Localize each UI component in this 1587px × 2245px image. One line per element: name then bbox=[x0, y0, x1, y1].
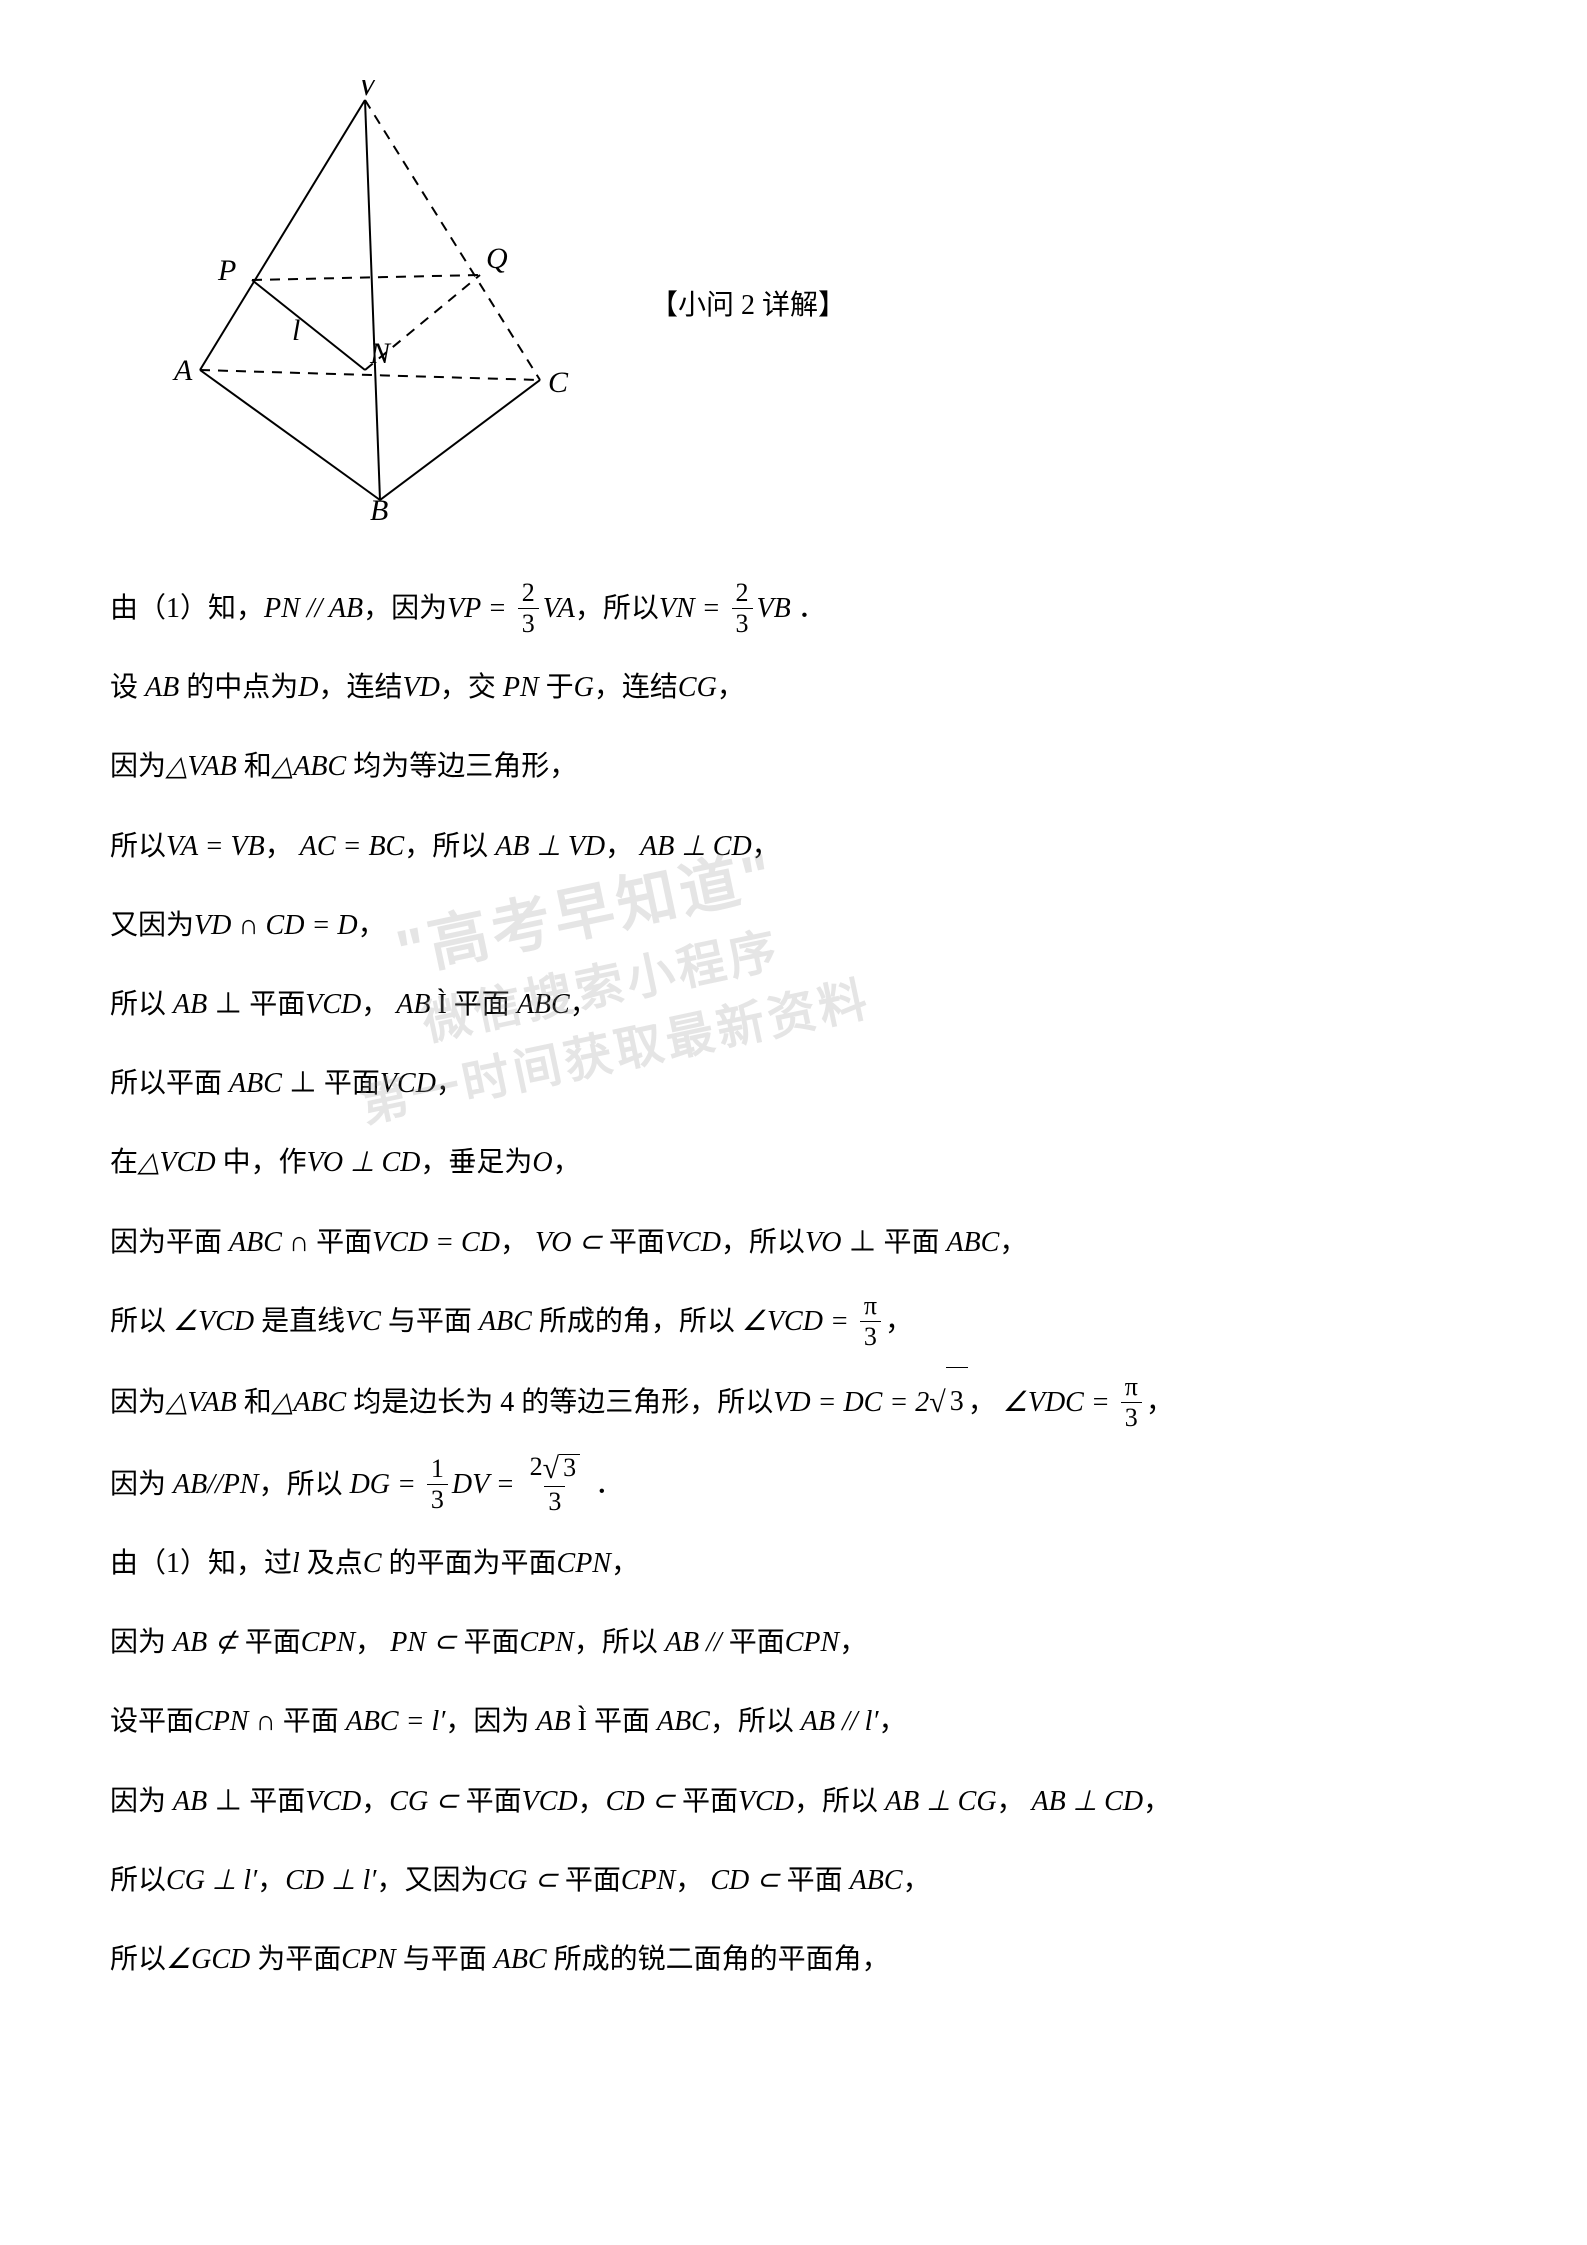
text-line: 因为△VAB 和 △ABC 均是边长为 4 的等边三角形，所以VD = DC =… bbox=[110, 1367, 1477, 1439]
text-line: 所以平面 ABC ⊥ 平面 VCD， bbox=[110, 1050, 1477, 1117]
text-line: 因为平面 ABC ∩ 平面 VCD = CD， VO ⊂ 平面VCD，所以 VO… bbox=[110, 1209, 1477, 1276]
text-line: 因为 AB//PN，所以 DG = 13 DV = 2√3 3 ． bbox=[110, 1451, 1477, 1518]
label-V: V bbox=[358, 80, 380, 102]
label-Q: Q bbox=[486, 242, 508, 275]
text-line: 所以∠GCD 为平面 CPN 与平面 ABC 所成的锐二面角的平面角， bbox=[110, 1926, 1477, 1993]
text-line: 由（1）知，PN // AB，因为 VP = 23 VA，所以 VN = 23 … bbox=[110, 575, 1477, 642]
text-line: 所以CG ⊥ l′， CD ⊥ l′，又因为CG ⊂ 平面CPN， CD ⊂ 平… bbox=[110, 1847, 1477, 1914]
text-line: 所以 ∠VCD 是直线 VC 与平面 ABC 所成的角，所以 ∠VCD = π3… bbox=[110, 1288, 1477, 1355]
geometry-figure: V P Q l N A B C bbox=[170, 80, 570, 525]
text-line: 所以 AB ⊥ 平面 VCD， AB Ì 平面 ABC， bbox=[110, 971, 1477, 1038]
text-line: 因为△VAB 和 △ABC 均为等边三角形， bbox=[110, 733, 1477, 800]
label-B: B bbox=[370, 494, 388, 520]
label-l: l bbox=[292, 314, 300, 347]
label-P: P bbox=[217, 254, 236, 287]
label-N: N bbox=[369, 337, 392, 370]
text-line: 又因为VD ∩ CD = D， bbox=[110, 892, 1477, 959]
text-line: 因为 AB ⊥ 平面 VCD，CG ⊂ 平面VCD， CD ⊂ 平面VCD ，所… bbox=[110, 1768, 1477, 1835]
text-line: 所以VA = VB， AC = BC，所以 AB ⊥ VD ， AB ⊥ CD， bbox=[110, 813, 1477, 880]
text-line: 在△VCD 中，作 VO ⊥ CD，垂足为O ， bbox=[110, 1129, 1477, 1196]
text-line: 因为 AB ⊄ 平面 CPN， PN ⊂ 平面CPN，所以 AB // 平面CP… bbox=[110, 1609, 1477, 1676]
subquestion-caption: 【小问 2 详解】 bbox=[650, 283, 846, 323]
text-line: 设 AB 的中点为 D，连结VD ，交 PN 于 G，连结CG ， bbox=[110, 654, 1477, 721]
label-C: C bbox=[548, 366, 569, 399]
text-line: 由（1）知，过l 及点 C 的平面为平面CPN ， bbox=[110, 1530, 1477, 1597]
text-line: 设平面CPN ∩ 平面 ABC = l′，因为 AB Ì 平面 ABC，所以 A… bbox=[110, 1688, 1477, 1755]
label-A: A bbox=[172, 354, 193, 387]
